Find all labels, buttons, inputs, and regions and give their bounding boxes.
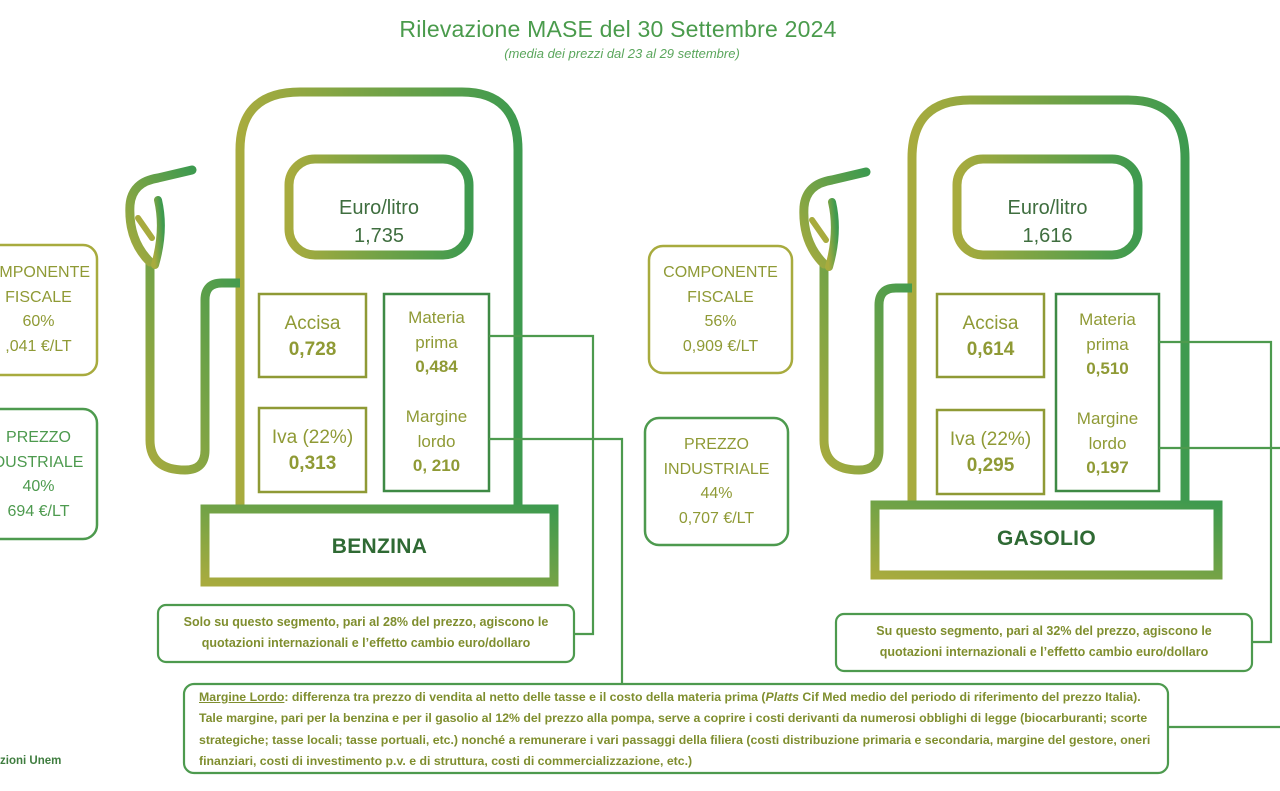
- gasolio-accisa-box: [935, 292, 1046, 379]
- benzina-industriale-line1: PREZZO: [6, 429, 71, 446]
- gasolio-pump-icon: [799, 95, 1223, 580]
- gasolio-materia-label-2: prima: [1086, 334, 1129, 354]
- benzina-note-box: [156, 603, 576, 664]
- benzina-industriale-box: [382, 292, 491, 493]
- benzina-name: BENZINA: [331, 535, 428, 558]
- benzina-note: Solo su questo segmento, pari al 28% del…: [158, 612, 574, 654]
- margine-lordo-note: Margine Lordo: differenza tra prezzo di …: [199, 687, 1159, 772]
- gasolio-fiscale-eur: 0,909 €/LT: [682, 337, 759, 355]
- gasolio-accisa: Accisa 0,614: [937, 311, 1044, 363]
- benzina-industriale-pct: 40%: [22, 478, 55, 495]
- benzina-accisa: Accisa 0,728: [259, 311, 366, 363]
- benzina-price-value: 1,735: [353, 225, 405, 247]
- benzina-iva-value: 0,313: [288, 453, 337, 474]
- page-subtitle: (media dei prezzi dal 23 al 29 settembre…: [504, 46, 740, 61]
- benzina-fiscale-line1: OMPONENTE: [0, 264, 91, 281]
- gasolio-industriale: PREZZO INDUSTRIALE 44% 0,707 €/LT: [645, 433, 788, 531]
- gasolio-industriale-pct: 44%: [700, 485, 733, 502]
- benzina-industriale-side-box: [0, 407, 99, 541]
- benzina-margine-value: 0, 210: [412, 456, 461, 475]
- gasolio-fiscale-box: [647, 244, 794, 375]
- gasolio-materia: Materia prima 0,510: [1056, 308, 1159, 382]
- benzina-pump-icon: [125, 87, 559, 587]
- margine-note-line3: strategiche; tasse locali; tasse portual…: [199, 732, 1151, 747]
- benzina-margine-label-2: lordo: [417, 431, 456, 451]
- gasolio-industriale-side-box: [643, 416, 790, 547]
- benzina-materia-connector: [489, 334, 595, 636]
- benzina-iva-label: Iva (22%): [271, 427, 354, 448]
- gasolio-iva-value: 0,295: [966, 455, 1015, 476]
- gasolio-margine-label-2: lordo: [1088, 433, 1127, 453]
- gasolio-price-value: 1,616: [1022, 225, 1073, 247]
- gasolio-price-label: Euro/litro: [1007, 197, 1088, 219]
- gasolio-note-box: [834, 612, 1254, 673]
- gasolio-industriale-line2: INDUSTRIALE: [663, 460, 770, 478]
- benzina-margine: Margine lordo 0, 210: [384, 405, 489, 479]
- benzina-industriale-eur: 694 €/LT: [7, 502, 70, 520]
- gasolio-materia-label-1: Materia: [1079, 310, 1136, 329]
- benzina-margine-label-1: Margine: [405, 407, 468, 426]
- benzina-price-label: Euro/litro: [338, 197, 420, 219]
- benzina-fiscale-pct: 60%: [22, 313, 55, 330]
- benzina-accisa-value: 0,728: [288, 339, 337, 360]
- gasolio-fiscale-line2: FISCALE: [687, 288, 754, 306]
- margine-note-part2: Cif Med medio del periodo di riferimento…: [799, 690, 1141, 704]
- source-credit: zioni Unem: [0, 755, 62, 767]
- gasolio-note: Su questo segmento, pari al 32% del prez…: [836, 621, 1252, 663]
- gasolio-industriale-eur: 0,707 €/LT: [678, 509, 755, 527]
- gasolio-materia-value: 0,510: [1086, 359, 1129, 378]
- gasolio-margine-label-1: Margine: [1076, 409, 1139, 428]
- gasolio-accisa-value: 0,614: [966, 339, 1015, 360]
- margine-note-line2: Tale margine, pari per la benzina e per …: [199, 711, 1148, 726]
- gasolio-fiscale-line1: COMPONENTE: [663, 264, 778, 281]
- benzina-materia-value: 0,484: [415, 357, 458, 376]
- benzina-iva-box: [257, 406, 368, 494]
- gasolio-price-panel: Euro/litro 1,616: [957, 194, 1138, 250]
- gasolio-industriale-box: [1054, 292, 1161, 493]
- benzina-materia-label-1: Materia: [408, 308, 465, 327]
- benzina-price-panel: Euro/litro 1,735: [289, 194, 469, 250]
- benzina-materia-label-2: prima: [415, 332, 458, 352]
- gasolio-note-line1: Su questo segmento, pari al 32% del prez…: [876, 624, 1212, 638]
- gasolio-accisa-label: Accisa: [962, 313, 1019, 334]
- margine-note-line1: Margine Lordo: differenza tra prezzo di …: [199, 687, 1159, 708]
- gasolio-industriale-line1: PREZZO: [684, 436, 749, 453]
- benzina-accisa-box: [257, 292, 368, 379]
- gasolio-iva-box: [935, 408, 1046, 496]
- benzina-industriale: PREZZO DUSTRIALE 40% 694 €/LT: [0, 426, 97, 524]
- margine-note-part1: : differenza tra prezzo di vendita al ne…: [284, 690, 766, 704]
- benzina-fiscale-box: [0, 243, 99, 377]
- benzina-fiscale-eur: ,041 €/LT: [5, 337, 72, 355]
- margine-note-line4: finanziari, costi di investimento p.v. e…: [199, 753, 693, 768]
- margine-note-platts: Platts: [765, 690, 800, 704]
- gasolio-note-line2: quotazioni internazionali e l’effetto ca…: [879, 645, 1209, 659]
- benzina-margine-connector: [489, 437, 624, 686]
- benzina-note-line2: quotazioni internazionali e l’effetto ca…: [201, 636, 531, 650]
- benzina-note-line1: Solo su questo segmento, pari al 28% del…: [183, 615, 549, 629]
- gasolio-fiscale: COMPONENTE FISCALE 56% 0,909 €/LT: [649, 261, 792, 359]
- gasolio-fiscale-pct: 56%: [704, 313, 737, 330]
- margine-lordo-box: [182, 682, 1170, 775]
- margine-note-term: Margine Lordo: [199, 690, 285, 704]
- page-title: Rilevazione MASE del 30 Settembre 2024: [399, 16, 837, 42]
- benzina-industriale-line2: DUSTRIALE: [0, 453, 84, 471]
- benzina-materia: Materia prima 0,484: [384, 306, 489, 380]
- gasolio-materia-connector: [1159, 340, 1273, 644]
- gasolio-iva-label: Iva (22%): [949, 429, 1032, 450]
- gasolio-name: GASOLIO: [997, 527, 1096, 550]
- gasolio-margine: Margine lordo 0,197: [1056, 407, 1159, 481]
- benzina-iva: Iva (22%) 0,313: [259, 425, 366, 477]
- benzina-fiscale: OMPONENTE FISCALE 60% ,041 €/LT: [0, 261, 97, 359]
- gasolio-iva: Iva (22%) 0,295: [937, 427, 1044, 479]
- gasolio-margine-value: 0,197: [1086, 458, 1129, 477]
- benzina-fiscale-line2: FISCALE: [5, 288, 72, 306]
- benzina-accisa-label: Accisa: [284, 313, 341, 334]
